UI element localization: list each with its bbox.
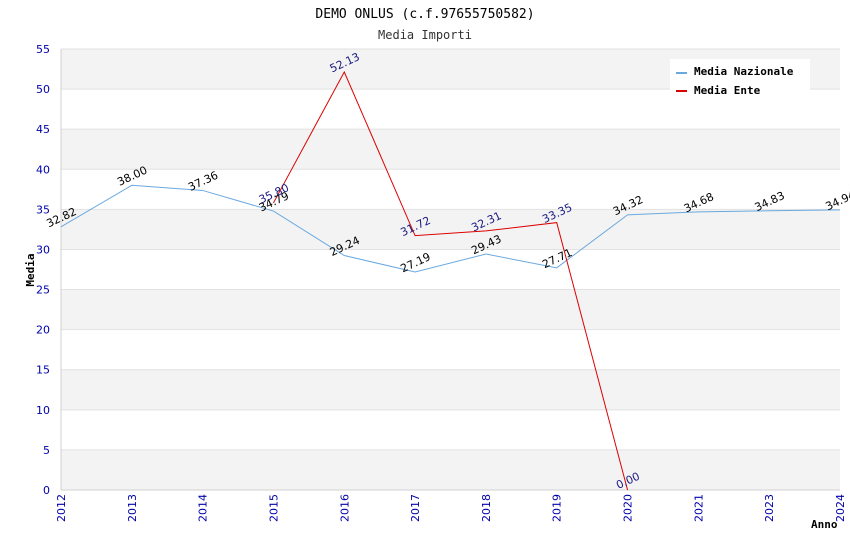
x-tick-label: 2021	[692, 494, 705, 522]
x-tick-label: 2014	[197, 494, 210, 522]
y-tick-label: 5	[43, 444, 50, 457]
x-tick-label: 2013	[126, 494, 139, 522]
x-axis-ticks: 2012 2013 2014 2015 2016 2017 2018 2019 2020 2021…	[55, 494, 847, 522]
x-tick-label: 2017	[409, 494, 422, 522]
legend-label-media-ente: Media Ente	[694, 84, 761, 97]
x-tick-label: 2015	[267, 494, 280, 522]
grid-band	[61, 209, 840, 250]
y-tick-label: 15	[36, 364, 50, 377]
axes	[60, 49, 840, 491]
x-tick-label: 2019	[551, 494, 564, 522]
data-label: 37.36	[186, 169, 220, 194]
y-tick-label: 40	[36, 163, 50, 176]
y-tick-label: 30	[36, 243, 50, 256]
grid-band	[61, 449, 840, 490]
y-tick-label: 25	[36, 284, 50, 297]
x-tick-label: 2012	[55, 494, 68, 522]
grid-band	[61, 129, 840, 170]
y-tick-label: 45	[36, 123, 50, 136]
y-axis-label: Media	[24, 253, 37, 286]
grid-bands	[61, 49, 840, 490]
y-tick-label: 0	[43, 484, 50, 497]
x-tick-label: 2018	[480, 494, 493, 522]
y-tick-label: 50	[36, 83, 50, 96]
x-tick-label: 2016	[338, 494, 351, 522]
y-tick-label: 10	[36, 404, 50, 417]
legend-label-media-nazionale: Media Nazionale	[694, 65, 794, 78]
grid-lines	[61, 48, 840, 491]
legend-box	[670, 59, 810, 101]
y-axis-ticks: 0 5 10 15 20 25 30 35 40 45 50 55	[36, 43, 50, 497]
chart-subtitle: Media Importi	[378, 28, 472, 42]
x-tick-label: 2024	[834, 494, 847, 522]
y-tick-label: 20	[36, 324, 50, 337]
data-label: 34.94	[823, 188, 850, 213]
y-tick-label: 55	[36, 43, 50, 56]
x-axis-label: Anno	[811, 518, 838, 531]
chart-title: DEMO ONLUS (c.f.97655750582)	[315, 7, 534, 22]
x-tick-label: 2020	[622, 494, 635, 522]
legend: Media Nazionale Media Ente	[670, 59, 810, 101]
x-tick-label: 2023	[763, 494, 776, 522]
series-line-media-nazionale	[60, 184, 841, 273]
series-group	[60, 70, 841, 491]
grid-band	[61, 289, 840, 330]
y-tick-label: 35	[36, 203, 50, 216]
series-line-media-ente	[273, 70, 629, 491]
grid-band	[61, 369, 840, 410]
